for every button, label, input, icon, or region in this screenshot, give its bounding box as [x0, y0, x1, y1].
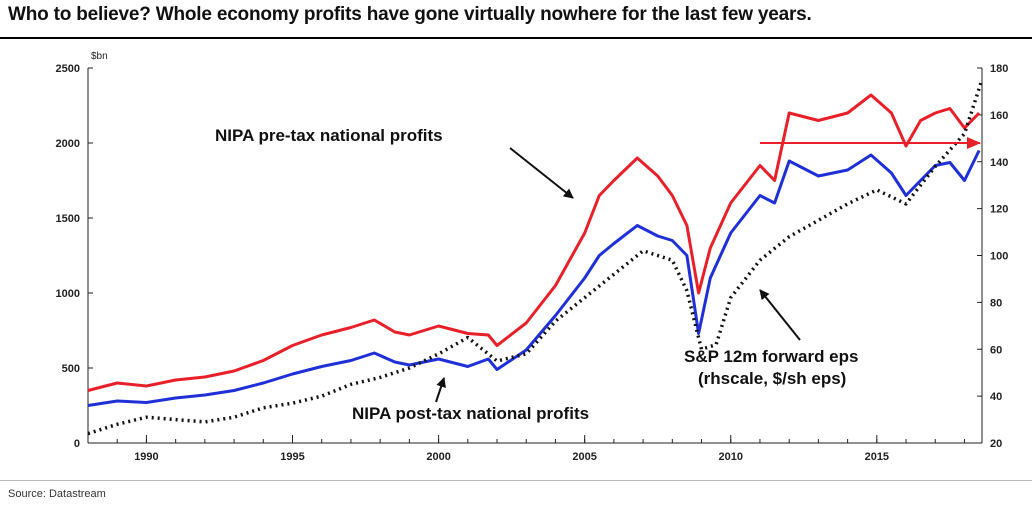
- annotation-arrow-pretax: [509, 147, 574, 199]
- x-tick-label: 2000: [426, 451, 450, 463]
- series-line-2: [87, 149, 981, 407]
- chart-title: Who to believe? Whole economy profits ha…: [8, 4, 812, 25]
- right-tick-label: 180: [990, 63, 1008, 75]
- left-tick-label: 1000: [56, 288, 80, 300]
- left-tick-label: 500: [62, 363, 80, 375]
- annotation-arrow-sp: [759, 289, 801, 341]
- axes: 0 500 1000 1500 2000 2500 $bn 20 40 60 80 100 120 140…: [56, 51, 1009, 463]
- x-tick-label: 1995: [280, 451, 304, 463]
- right-tick-label: 160: [990, 110, 1008, 122]
- series-line-3: [87, 79, 984, 436]
- annotation-sp-eps-note: (rhscale, $/sh eps): [698, 369, 846, 388]
- annotation-posttax: NIPA post-tax national profits: [352, 404, 589, 423]
- x-tick-label: 1990: [134, 451, 158, 463]
- right-tick-label: 140: [990, 157, 1008, 169]
- x-tick-label: 2015: [865, 451, 889, 463]
- right-tick-label: 60: [990, 344, 1002, 356]
- bottom-rule: [0, 480, 1032, 481]
- right-tick-label: 100: [990, 251, 1008, 263]
- annotation-sp-eps: S&P 12m forward eps: [684, 347, 858, 366]
- right-tick-label: 20: [990, 438, 1002, 450]
- annotation-arrow-posttax: [435, 377, 446, 403]
- series-group: [87, 79, 984, 436]
- right-tick-label: 80: [990, 297, 1002, 309]
- left-tick-label: 2000: [56, 138, 80, 150]
- right-tick-label: 120: [990, 204, 1008, 216]
- left-tick-label: 0: [74, 438, 80, 450]
- right-tick-label: 40: [990, 391, 1002, 403]
- annotations: NIPA pre-tax national profits NIPA post-…: [215, 126, 858, 423]
- source-note: Source: Datastream: [8, 488, 106, 500]
- left-tick-label: 2500: [56, 63, 80, 75]
- series-line-1: [87, 93, 981, 392]
- annotation-pretax: NIPA pre-tax national profits: [215, 126, 443, 145]
- left-axis-unit: $bn: [91, 51, 108, 62]
- left-tick-label: 1500: [56, 213, 80, 225]
- x-tick-label: 2010: [719, 451, 743, 463]
- title-rule: [0, 37, 1032, 39]
- x-tick-label: 2005: [572, 451, 596, 463]
